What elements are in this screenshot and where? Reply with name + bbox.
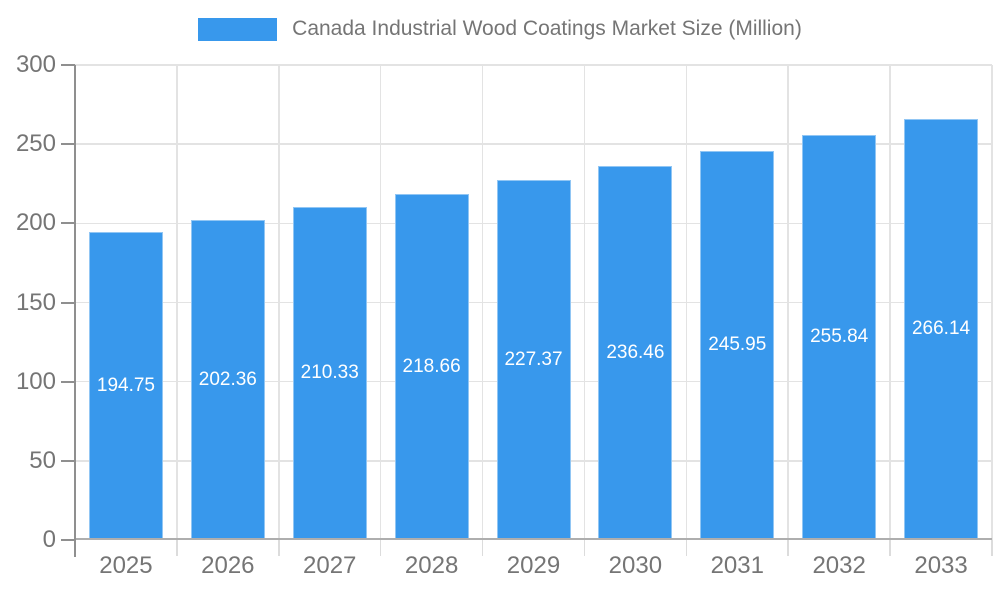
x-gridline [685,65,688,540]
y-tick-label: 300 [15,51,56,78]
x-gridline [278,65,280,540]
y-tick-label: 200 [15,209,56,237]
x-tick-label: 2025 [99,552,153,579]
x-axis-line [75,538,992,540]
bar [904,118,979,540]
x-axis-tick [176,540,178,556]
y-gridline [75,64,992,66]
bar-value-label: 255.84 [810,326,869,348]
y-tick-label: 0 [42,526,56,553]
bar-value-label: 218.66 [402,355,461,377]
x-axis-tick [787,540,789,556]
x-axis-tick [278,540,280,556]
bar-value-label: 245.95 [708,334,767,356]
x-gridline [176,65,178,540]
bar-value-label: 194.75 [96,374,156,396]
y-axis-tick [61,539,75,541]
x-gridline [889,65,891,540]
y-tick-label: 250 [15,130,56,158]
bar-value-label: 236.46 [606,341,665,363]
y-tick-label: 100 [15,367,56,395]
bar-value-label: 210.33 [300,362,359,384]
x-tick-label: 2027 [303,552,357,579]
x-gridline [379,65,382,540]
x-axis-tick [889,540,891,556]
y-tick-label: 150 [15,288,56,316]
y-axis-tick [61,222,75,225]
y-axis-line [73,65,76,557]
legend-swatch [198,17,278,41]
x-tick-label: 2028 [404,552,459,579]
x-gridline [481,65,484,540]
x-axis-tick [379,540,382,556]
x-gridline [991,65,993,540]
bar [700,150,775,540]
x-axis-tick [583,540,586,556]
bar-value-label: 266.14 [911,318,971,340]
x-axis-tick [481,540,484,556]
bar [292,206,367,540]
bar-value-label: 227.37 [504,348,563,370]
y-axis-tick [61,143,75,146]
x-axis-tick [991,540,993,556]
y-tick-label: 50 [29,446,56,474]
bar-value-label: 202.36 [198,368,257,390]
chart-title: Canada Industrial Wood Coatings Market S… [292,17,802,40]
x-tick-label: 2029 [506,552,561,579]
x-tick-label: 2032 [812,552,866,579]
x-tick-label: 2026 [201,552,255,579]
x-axis-tick [685,540,688,556]
x-tick-label: 2033 [914,552,968,579]
x-tick-label: 2030 [608,552,663,579]
y-axis-tick [61,459,75,462]
y-axis-tick [61,301,75,304]
bar [802,134,877,540]
bar [598,165,673,540]
y-gridline [75,143,992,145]
x-tick-label: 2031 [710,552,764,579]
bar [394,193,469,540]
plot-area: 194.75 202.36 210.33 218.66 227.37 236.46 245.… [73,64,993,557]
bar [190,219,265,540]
bar [496,180,571,540]
x-gridline [787,65,789,540]
y-axis-tick [61,380,75,383]
bar [88,231,163,540]
x-gridline [583,65,586,540]
y-axis-tick [61,64,75,66]
legend: Canada Industrial Wood Coatings Market S… [0,17,1000,41]
